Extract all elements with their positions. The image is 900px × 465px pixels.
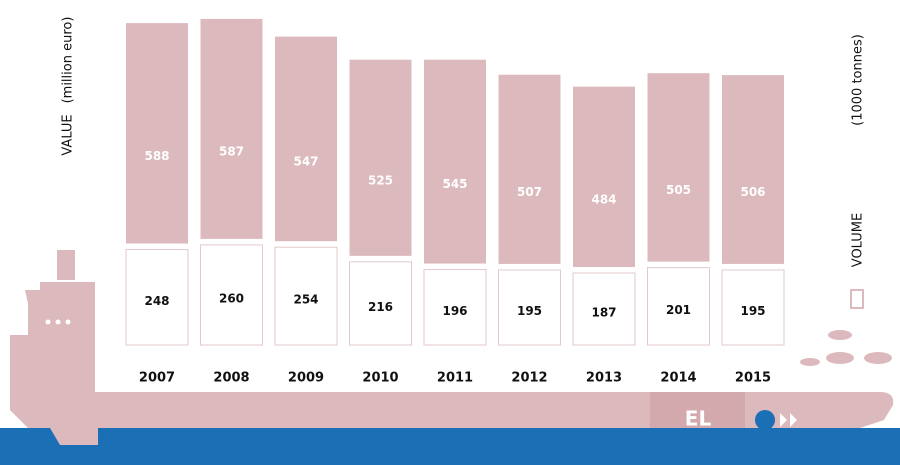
volume-box [125, 249, 189, 346]
volume-box [200, 244, 263, 346]
volume-box [349, 261, 412, 346]
globe-icon [755, 410, 775, 430]
x-tick-label: 2013 [586, 371, 622, 386]
fish [864, 352, 892, 364]
value-bar [275, 36, 337, 242]
x-tick-label: 2010 [362, 371, 398, 386]
value-bar [498, 74, 561, 264]
volume-label: 201 [666, 303, 691, 317]
value-bar [573, 86, 635, 268]
volume-icon [850, 289, 864, 309]
window [65, 319, 71, 325]
bridge [28, 290, 95, 340]
volume-unit: (1000 tonnes) [851, 34, 866, 126]
value-label: 547 [293, 154, 318, 168]
volume-box [572, 272, 636, 346]
fish [826, 352, 854, 364]
fish [800, 358, 820, 366]
value-bar [200, 18, 263, 239]
funnel [57, 250, 75, 280]
water [0, 428, 900, 465]
value-bar [722, 75, 784, 264]
bow-block [650, 392, 745, 428]
x-tick-label: 2008 [213, 371, 249, 386]
value-label: 506 [740, 185, 765, 199]
value-label: 505 [666, 183, 691, 197]
volume-box [423, 269, 487, 346]
value-bar [126, 23, 188, 244]
volume-label: 216 [368, 300, 393, 314]
value-label: 507 [517, 185, 542, 199]
value-label: 484 [591, 192, 616, 206]
volume-box [274, 246, 338, 346]
deck [40, 282, 95, 292]
value-label: VALUE [61, 114, 76, 155]
volume-label: 248 [144, 294, 169, 308]
value-label: 588 [144, 149, 169, 163]
volume-label: 187 [591, 306, 616, 320]
value-bar [349, 59, 412, 256]
volume-label: 254 [293, 293, 318, 307]
volume-box [498, 269, 561, 346]
x-tick-label: 2011 [437, 371, 473, 386]
x-tick-label: 2009 [288, 371, 324, 386]
value-bar [647, 73, 710, 262]
volume-box [647, 267, 710, 346]
country-code: EL [685, 407, 712, 431]
x-tick-label: 2007 [139, 371, 175, 386]
value-unit: (million euro) [61, 17, 76, 104]
volume-label: VOLUME [851, 213, 866, 267]
volume-label: 195 [740, 304, 765, 318]
value-label: 587 [219, 144, 244, 158]
volume-label: 195 [517, 304, 542, 318]
fish [828, 330, 852, 340]
arrows [780, 413, 797, 427]
volume-label: 196 [442, 304, 467, 318]
x-tick-label: 2012 [511, 371, 547, 386]
value-bar [424, 59, 486, 264]
x-tick-label: 2015 [735, 371, 771, 386]
x-tick-label: 2014 [660, 371, 696, 386]
volume-box [721, 269, 785, 346]
value-label: 525 [368, 173, 393, 187]
window [45, 319, 51, 325]
window [55, 319, 61, 325]
volume-label: 260 [219, 291, 244, 305]
value-label: 545 [442, 177, 467, 191]
